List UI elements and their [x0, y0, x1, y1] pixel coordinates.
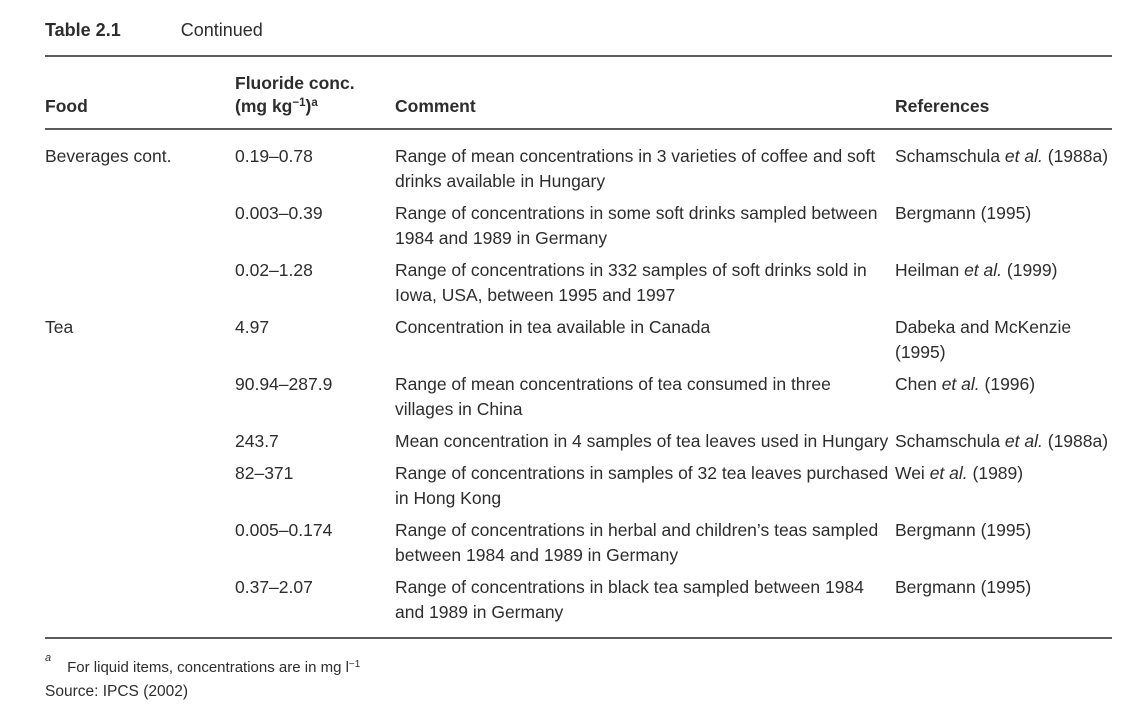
conc-cell: 0.003–0.39	[235, 203, 323, 223]
food-cell	[45, 518, 235, 568]
source-line: Source: IPCS (2002)	[45, 683, 189, 700]
footnote-exponent: −1	[348, 659, 361, 670]
footnote-text: For liquid items, concentrations are in …	[67, 659, 360, 676]
comment-cell: Concentration in tea available in Canada	[395, 317, 711, 337]
reference-etal: et al.	[964, 260, 1003, 280]
table-continued-label: Continued	[180, 20, 263, 40]
column-header-food: Food	[45, 96, 88, 116]
footnote-marker: a	[45, 652, 52, 664]
top-rule	[45, 55, 1112, 57]
header-rule	[45, 128, 1112, 130]
food-cell: Beverages cont.	[45, 146, 172, 166]
table-row: 0.37–2.07 Range of concentrations in bla…	[45, 575, 1112, 625]
reference-cell: Heilman et al. (1999)	[895, 258, 1112, 308]
food-cell	[45, 201, 235, 251]
food-cell	[45, 429, 235, 454]
reference-text: Schamschula	[895, 146, 1005, 166]
column-header-comment: Comment	[395, 96, 476, 116]
reference-text: Schamschula	[895, 431, 1005, 451]
reference-cell: Schamschula et al. (1988a)	[895, 429, 1112, 454]
comment-cell: Range of mean concentrations in 3 variet…	[395, 146, 876, 191]
reference-year: (1999)	[1002, 260, 1058, 280]
table-row: 0.02–1.28 Range of concentrations in 332…	[45, 258, 1112, 308]
reference-year: (1996)	[979, 374, 1036, 394]
table-row: 82–371 Range of concentrations in sample…	[45, 461, 1112, 511]
reference-text: Chen	[895, 374, 942, 394]
comment-cell: Mean concentration in 4 samples of tea l…	[395, 431, 889, 451]
reference-cell: Wei et al. (1989)	[895, 461, 1112, 511]
footnote-marker-ref: a	[311, 97, 318, 109]
table-row: Beverages cont. 0.19–0.78 Range of mean …	[45, 144, 1112, 194]
conc-cell: 82–371	[235, 463, 294, 483]
reference-text: Bergmann (1995)	[895, 203, 1032, 223]
table-body: Beverages cont. 0.19–0.78 Range of mean …	[45, 130, 1147, 637]
reference-cell: Bergmann (1995)	[895, 201, 1112, 251]
reference-etal: et al.	[929, 463, 968, 483]
food-cell	[45, 575, 235, 625]
reference-cell: Bergmann (1995)	[895, 575, 1112, 625]
table-header-row: Food Fluoride conc. (mg kg−1)a Comment R…	[45, 57, 1112, 128]
conc-cell: 0.19–0.78	[235, 146, 313, 166]
table-row: 0.005–0.174 Range of concentrations in h…	[45, 518, 1112, 568]
food-cell	[45, 461, 235, 511]
comment-cell: Range of concentrations in 332 samples o…	[395, 260, 867, 305]
reference-text: Heilman	[895, 260, 965, 280]
table-caption: Table 2.1 Continued	[45, 18, 1147, 42]
conc-cell: 90.94–287.9	[235, 374, 333, 394]
reference-etal: et al.	[941, 374, 980, 394]
food-cell	[45, 372, 235, 422]
conc-cell: 243.7	[235, 431, 279, 451]
reference-etal: et al.	[1004, 146, 1043, 166]
bottom-rule	[45, 637, 1112, 639]
footnote-body: For liquid items, concentrations are in …	[67, 659, 349, 676]
conc-cell: 0.02–1.28	[235, 260, 313, 280]
table-row: 90.94–287.9 Range of mean concentrations…	[45, 372, 1112, 422]
reference-year: (1989)	[967, 463, 1024, 483]
unit-close: )	[305, 96, 312, 116]
fluoride-conc-unit: (mg kg−1)a	[235, 95, 395, 118]
reference-text: Bergmann (1995)	[895, 520, 1032, 540]
reference-cell: Schamschula et al. (1988a)	[895, 144, 1112, 194]
reference-text: Dabeka and McKenzie (1995)	[895, 317, 1072, 362]
comment-cell: Range of concentrations in some soft dri…	[395, 203, 878, 248]
food-cell: Tea	[45, 317, 74, 337]
column-header-fluoride-conc: Fluoride conc. (mg kg−1)a	[235, 72, 395, 118]
reference-year: (1988a)	[1042, 146, 1109, 166]
fluoride-conc-title: Fluoride conc.	[235, 73, 355, 93]
food-cell	[45, 258, 235, 308]
comment-cell: Range of mean concentrations of tea cons…	[395, 374, 831, 419]
comment-cell: Range of concentrations in samples of 32…	[395, 463, 889, 508]
table-row: 0.003–0.39 Range of concentrations in so…	[45, 201, 1112, 251]
conc-cell: 4.97	[235, 317, 270, 337]
comment-cell: Range of concentrations in black tea sam…	[395, 577, 864, 622]
reference-text: Bergmann (1995)	[895, 577, 1032, 597]
reference-text: Wei	[895, 463, 930, 483]
table-row: 243.7 Mean concentration in 4 samples of…	[45, 429, 1112, 454]
reference-year: (1988a)	[1042, 431, 1109, 451]
table-number: Table 2.1	[45, 20, 121, 40]
reference-cell: Chen et al. (1996)	[895, 372, 1112, 422]
reference-etal: et al.	[1004, 431, 1043, 451]
reference-cell: Dabeka and McKenzie (1995)	[895, 315, 1112, 365]
conc-cell: 0.005–0.174	[235, 520, 333, 540]
comment-cell: Range of concentrations in herbal and ch…	[395, 520, 879, 565]
column-header-references: References	[895, 96, 990, 116]
reference-cell: Bergmann (1995)	[895, 518, 1112, 568]
unit-open: (mg kg	[235, 96, 293, 116]
footnote: a For liquid items, concentrations are in…	[45, 652, 1147, 677]
conc-cell: 0.37–2.07	[235, 577, 313, 597]
unit-exponent: −1	[292, 97, 306, 109]
table-row: Tea 4.97 Concentration in tea available …	[45, 315, 1112, 365]
